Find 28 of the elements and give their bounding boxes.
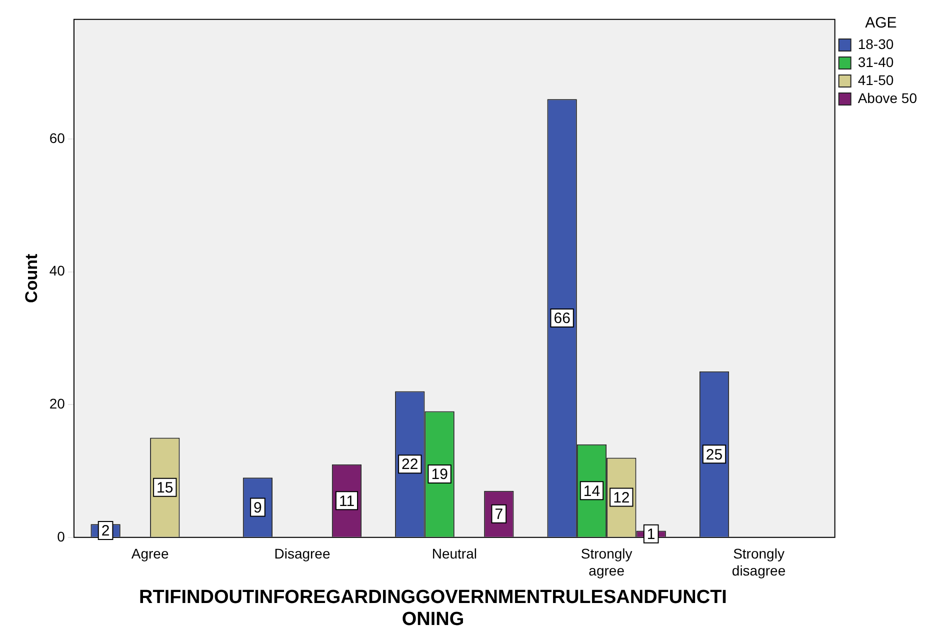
x-axis-title: RTIFINDOUTINFOREGARDINGGOVERNMENTRULESANDFUNCTIONING [138, 587, 728, 631]
y-tick-label: 60 [49, 130, 66, 146]
data-label: 7 [494, 506, 504, 524]
data-label: 11 [338, 492, 355, 510]
data-label: 9 [254, 499, 262, 516]
legend-label: 31-40 [858, 54, 894, 70]
x-tick-label: Disagree [274, 546, 330, 562]
data-label: 22 [402, 456, 418, 474]
y-tick-label: 0 [57, 528, 66, 544]
data-label: 12 [613, 489, 630, 506]
x-tick-label: Agree [131, 546, 169, 562]
data-label: 15 [156, 479, 174, 496]
data-label: 66 [554, 310, 570, 328]
legend-label: 18-30 [858, 36, 894, 52]
x-tick-label: Neutral [432, 546, 477, 562]
data-label: 25 [706, 446, 723, 464]
y-tick-label: 40 [49, 262, 66, 279]
data-label: 1 [646, 526, 656, 543]
legend-label: 41-50 [858, 72, 894, 88]
x-tick-label: Strongly disagree [732, 546, 786, 578]
y-tick-label: 20 [49, 395, 66, 412]
data-label: 14 [583, 482, 600, 500]
data-label: 2 [101, 522, 110, 540]
x-tick-label: Strongly agree [580, 546, 632, 578]
data-label: 19 [431, 466, 448, 484]
legend-label: Above 50 [858, 90, 918, 106]
legend-title: AGE [865, 14, 897, 32]
y-axis-title: Count [22, 254, 41, 303]
